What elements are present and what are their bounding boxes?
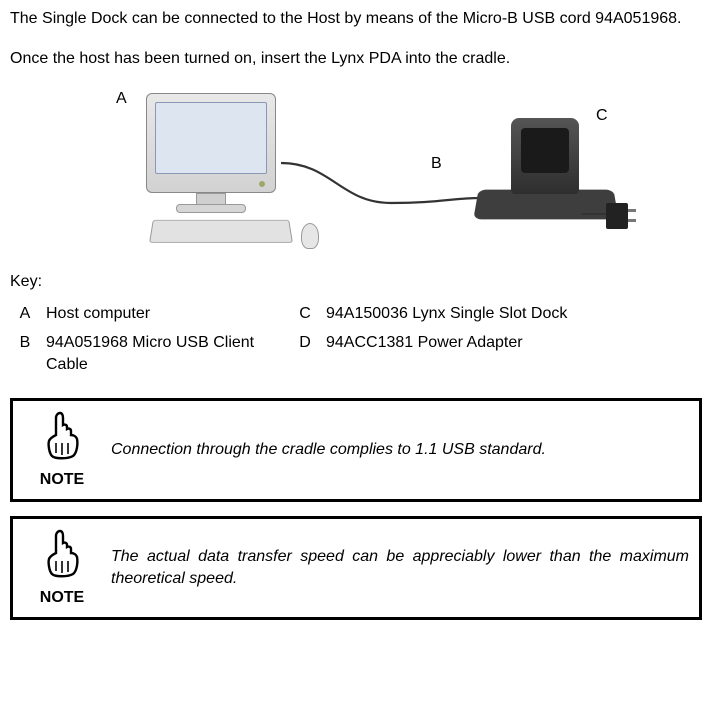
key-letter-c: C (290, 299, 320, 329)
note-box-1: NOTE Connection through the cradle compl… (10, 398, 702, 502)
paragraph-1: The Single Dock can be connected to the … (10, 8, 702, 30)
monitor-icon (146, 93, 276, 193)
dock-slot-icon (511, 118, 579, 194)
paragraph-2: Once the host has been turned on, insert… (10, 48, 702, 70)
note-text-2: The actual data transfer speed can be ap… (101, 546, 689, 589)
diagram-label-c: C (596, 105, 608, 127)
adapter-prong2-icon (628, 219, 636, 222)
key-desc-c: 94A150036 Lynx Single Slot Dock (320, 299, 702, 329)
table-row: A Host computer C 94A150036 Lynx Single … (10, 299, 702, 329)
pointing-hand-icon (40, 527, 84, 579)
diagram-label-a: A (116, 88, 127, 110)
key-letter-d: D (290, 328, 320, 379)
note-caption-2: NOTE (23, 587, 101, 609)
key-table: A Host computer C 94A150036 Lynx Single … (10, 299, 702, 380)
key-desc-d: 94ACC1381 Power Adapter (320, 328, 702, 379)
pointing-hand-icon (40, 409, 84, 461)
adapter-prong-icon (628, 209, 636, 212)
keyboard-icon (149, 220, 293, 243)
note-caption-1: NOTE (23, 469, 101, 491)
key-desc-a: Host computer (40, 299, 290, 329)
note-text-1: Connection through the cradle complies t… (101, 439, 689, 461)
note-box-2: NOTE The actual data transfer speed can … (10, 516, 702, 620)
key-letter-a: A (10, 299, 40, 329)
mouse-icon (301, 223, 319, 249)
key-desc-b: 94A051968 Micro USB Client Cable (40, 328, 290, 379)
usb-cable-icon (281, 153, 481, 213)
monitor-base (176, 204, 246, 213)
table-row: B 94A051968 Micro USB Client Cable D 94A… (10, 328, 702, 379)
key-heading: Key: (10, 271, 702, 293)
key-letter-b: B (10, 328, 40, 379)
connection-diagram: A B C D (76, 83, 636, 253)
power-adapter-icon (606, 203, 628, 229)
